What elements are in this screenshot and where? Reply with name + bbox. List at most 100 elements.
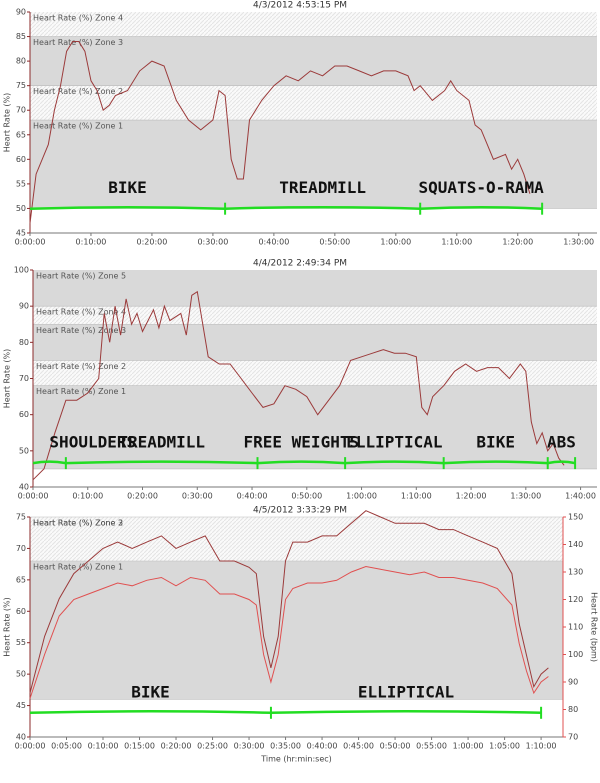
x-tick-label: 0:30:00 <box>234 742 265 751</box>
activity-label: BIKE <box>108 178 147 197</box>
y-tick-label: 65 <box>16 130 26 139</box>
x-tick-label: 0:10:00 <box>72 492 103 501</box>
x-tick-label: 1:00:00 <box>453 742 484 751</box>
y-tick-label: 80 <box>16 57 26 66</box>
activity-label: TREADMILL <box>279 178 366 197</box>
activity-label: ELLIPTICAL <box>358 682 454 701</box>
x-tick-label: 0:45:00 <box>343 742 374 751</box>
y-tick-label: 50 <box>16 204 26 213</box>
hr-line <box>32 290 565 481</box>
y-tick-label: 65 <box>16 575 26 584</box>
y-tick-label: 40 <box>19 483 29 492</box>
y2-axis-label: Heart Rate (bpm) <box>590 592 599 662</box>
y2-tick-label: 100 <box>568 650 583 659</box>
y-tick-label: 40 <box>16 733 26 742</box>
x-tick-label: 1:05:00 <box>489 742 520 751</box>
activity-label: ABS <box>547 433 576 452</box>
activity-label: FREE WEIGHTS <box>244 433 360 452</box>
zone-band <box>33 385 597 469</box>
x-tick-label: 0:00:00 <box>18 492 49 501</box>
x-tick-label: 1:30:00 <box>510 492 541 501</box>
x-tick-label: 0:40:00 <box>237 492 268 501</box>
zone-label: Heart Rate (%) Zone 1 <box>33 122 123 131</box>
y-tick-label: 60 <box>16 155 26 164</box>
zone-label: Heart Rate (%) Zone 4 <box>36 308 126 317</box>
y-axis-label: Heart Rate (%) <box>3 93 12 153</box>
x-tick-label: 0:40:00 <box>307 742 338 751</box>
zone-label: Heart Rate (%) Zone 5 <box>36 272 126 281</box>
y-tick-label: 45 <box>16 229 26 238</box>
y-tick-label: 55 <box>16 638 26 647</box>
zone-band <box>33 306 597 325</box>
y-tick-label: 70 <box>16 106 26 115</box>
x-tick-label: 0:15:00 <box>124 742 155 751</box>
x-tick-label: 0:00:00 <box>15 238 46 247</box>
hr-line <box>29 565 549 699</box>
y2-tick-label: 150 <box>568 513 583 522</box>
x-tick-label: 0:50:00 <box>291 492 322 501</box>
activity-segment <box>420 205 543 210</box>
y-tick-label: 50 <box>19 446 29 455</box>
y2-tick-label: 140 <box>568 540 583 549</box>
y2-tick-label: 120 <box>568 595 583 604</box>
zone-label: Heart Rate (%) Zone 3 <box>33 519 123 528</box>
zone-band <box>30 12 597 37</box>
y-tick-label: 50 <box>16 670 26 679</box>
x-tick-label: 1:10:00 <box>401 492 432 501</box>
x-tick-label: 1:00:00 <box>346 492 377 501</box>
zone-label: Heart Rate (%) Zone 3 <box>36 326 126 335</box>
activity-segment <box>29 205 226 210</box>
x-tick-label: 1:10:00 <box>441 238 472 247</box>
x-tick-label: 0:05:00 <box>51 742 82 751</box>
x-tick-label: 0:50:00 <box>380 742 411 751</box>
x-tick-label: 0:10:00 <box>88 742 119 751</box>
x-tick-label: 1:00:00 <box>380 238 411 247</box>
x-tick-label: 0:55:00 <box>416 742 447 751</box>
x-tick-label: 1:30:00 <box>563 238 594 247</box>
activity-label: BIKE <box>476 433 515 452</box>
x-tick-label: 1:20:00 <box>456 492 487 501</box>
zone-label: Heart Rate (%) Zone 4 <box>33 14 123 23</box>
x-tick-label: 0:20:00 <box>137 238 168 247</box>
y-tick-label: 75 <box>16 513 26 522</box>
chart-title: 4/4/2012 2:49:34 PM <box>253 259 347 269</box>
chart-panel: Heart Rate (%) Zone 1 Heart Rate (%) Zone… <box>3 506 599 764</box>
activity-segment <box>65 460 258 465</box>
x-tick-label: 0:20:00 <box>161 742 192 751</box>
activity-segment <box>547 460 576 465</box>
activity-segment <box>225 205 421 210</box>
x-tick-label: 0:10:00 <box>76 238 107 247</box>
x-tick-label: 1:20:00 <box>502 238 533 247</box>
activity-segment <box>345 460 444 465</box>
y2-tick-label: 80 <box>568 705 578 714</box>
activity-segment <box>443 460 548 465</box>
zone-band <box>33 324 597 361</box>
x-tick-label: 0:40:00 <box>258 238 289 247</box>
activity-segment <box>29 710 271 715</box>
x-tick-label: 0:25:00 <box>197 742 228 751</box>
chart-panel: Heart Rate (%) Zone 1 Heart Rate (%) Zone… <box>3 1 597 247</box>
activity-label: SQUATS-O-RAMA <box>419 178 545 197</box>
activity-label: ELLIPTICAL <box>346 433 442 452</box>
chart-title: 4/5/2012 3:33:29 PM <box>253 506 347 516</box>
y2-tick-label: 130 <box>568 568 583 577</box>
zone-band <box>30 120 597 209</box>
activity-label: TREADMILL <box>118 433 205 452</box>
x-tick-label: 0:00:00 <box>15 742 46 751</box>
zone-label: Heart Rate (%) Zone 2 <box>33 519 123 528</box>
y-axis-label: Heart Rate (%) <box>3 597 12 657</box>
y-tick-label: 75 <box>16 81 26 90</box>
y-tick-label: 70 <box>16 544 26 553</box>
x-tick-label: 0:30:00 <box>197 238 228 247</box>
chart-panel: Heart Rate (%) Zone 1 Heart Rate (%) Zone… <box>3 259 597 501</box>
zone-band <box>33 270 597 307</box>
y-tick-label: 90 <box>19 302 29 311</box>
activity-label: SHOULDERS <box>49 433 136 452</box>
hr-line <box>29 510 549 694</box>
zone-label: Heart Rate (%) Zone 1 <box>36 387 126 396</box>
x-tick-label: 0:20:00 <box>127 492 158 501</box>
x-tick-label: 0:50:00 <box>319 238 350 247</box>
y2-tick-label: 70 <box>568 733 578 742</box>
